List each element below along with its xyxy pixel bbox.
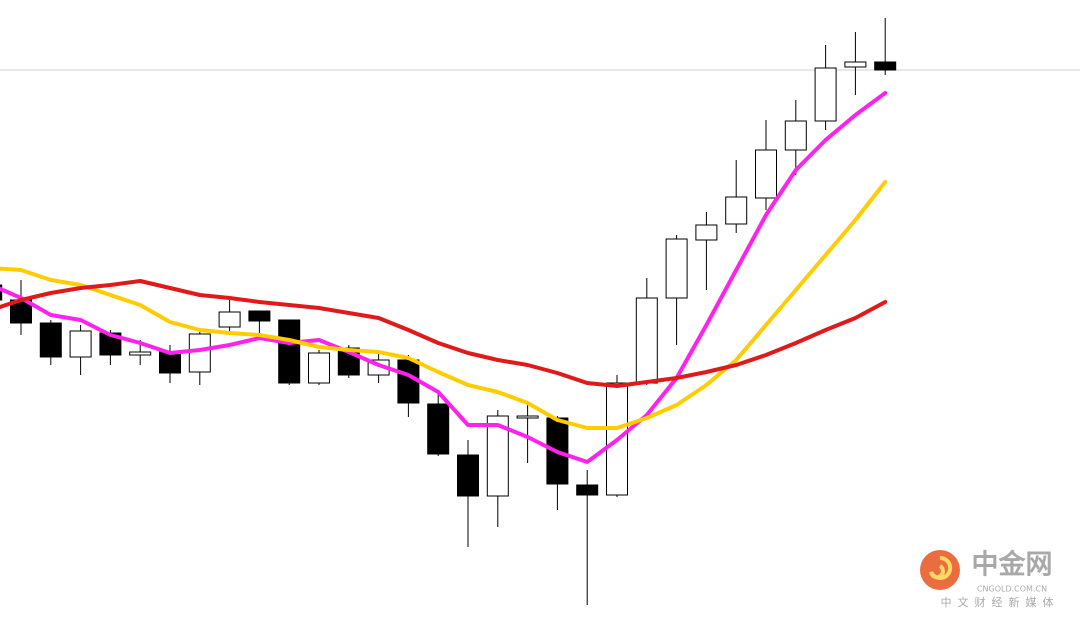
candle-body xyxy=(725,196,748,225)
candle-body xyxy=(188,333,211,373)
candle-body xyxy=(69,330,92,358)
candle-body xyxy=(248,310,271,322)
candle-body xyxy=(308,352,330,384)
candle-body xyxy=(427,403,450,455)
candle-body xyxy=(844,61,867,68)
candle-body xyxy=(814,67,837,122)
candle-body xyxy=(874,61,897,71)
candle-body xyxy=(635,297,658,384)
logo-swirl xyxy=(929,555,953,580)
candle-body xyxy=(576,484,599,496)
candle-body xyxy=(486,415,509,497)
watermark-tagline: 中文财经新媒体 xyxy=(941,595,1060,609)
candle-body xyxy=(784,120,807,151)
watermark-name: 中金网 xyxy=(972,549,1053,581)
candle-body xyxy=(278,319,301,384)
candle-body xyxy=(218,311,241,328)
candle-body xyxy=(665,238,688,299)
candle-body xyxy=(39,322,62,358)
ma-line xyxy=(0,91,888,464)
plot xyxy=(0,18,1080,605)
ma-line xyxy=(0,180,888,430)
watermark: 中金网 CNGOLD.COM.CN 中文财经新媒体 xyxy=(920,549,1060,609)
candle-body xyxy=(457,454,479,497)
candle-body xyxy=(695,224,718,241)
candle-body xyxy=(397,359,420,404)
candle-body xyxy=(0,284,3,301)
watermark-domain: CNGOLD.COM.CN xyxy=(977,585,1047,594)
candle-body xyxy=(129,351,152,356)
logo xyxy=(920,550,960,590)
candle-body xyxy=(159,351,181,374)
ma-line xyxy=(0,279,888,388)
candle-body xyxy=(516,415,539,419)
candle-body xyxy=(755,149,777,199)
